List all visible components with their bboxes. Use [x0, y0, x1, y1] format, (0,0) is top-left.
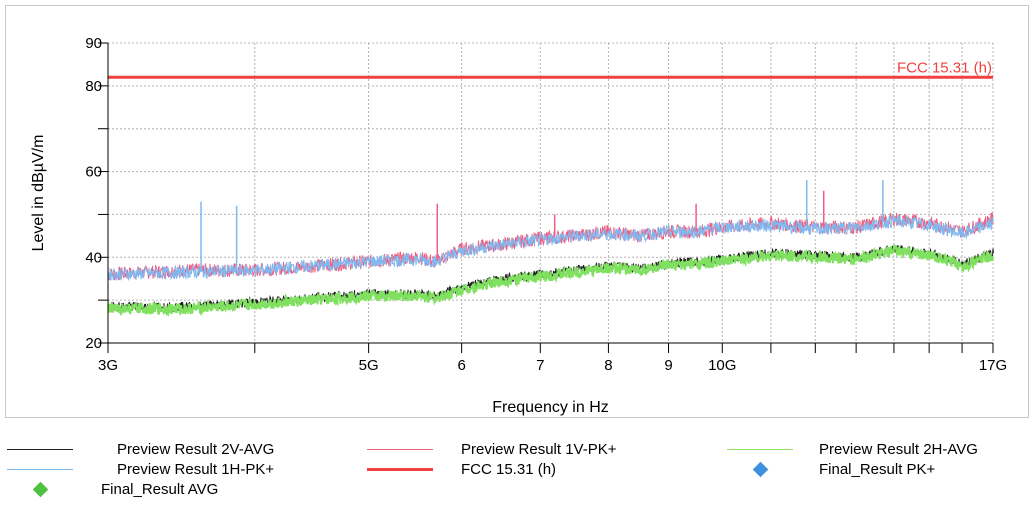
legend-swatch-fcc	[367, 468, 433, 471]
y-tick-label: 60	[85, 164, 102, 181]
x-tick-label: 9	[664, 357, 672, 374]
plot-area	[108, 43, 993, 343]
y-axis-title: Level in dBµV/m	[30, 135, 47, 252]
x-tick-label: 5G	[359, 357, 379, 374]
legend-label: Preview Result 1H-PK+	[117, 461, 275, 478]
x-axis-title: Frequency in Hz	[492, 399, 609, 416]
limit-line-label: FCC 15.31 (h)	[897, 59, 992, 76]
x-tick-label: 7	[536, 357, 544, 374]
y-tick-label: 90	[85, 35, 102, 52]
diamond-marker-icon	[752, 461, 769, 478]
legend-label: Preview Result 2H-AVG	[819, 441, 978, 458]
series-line-preview-result-1h-pk-	[107, 214, 994, 281]
x-tick-label: 10G	[708, 357, 736, 374]
x-tick-label: 8	[604, 357, 612, 374]
x-tick-label: 17G	[979, 357, 1007, 374]
diamond-marker-icon	[32, 481, 49, 498]
legend-item-2h-avg: Preview Result 2H-AVG	[727, 440, 1032, 460]
legend-swatch-2h-avg	[727, 449, 793, 450]
legend-swatch-1v-pk	[367, 449, 433, 450]
legend-item-1v-pk: Preview Result 1V-PK+	[367, 440, 727, 460]
legend-item-fcc: FCC 15.31 (h)	[367, 460, 727, 480]
legend-item-2v-avg: Preview Result 2V-AVG	[7, 440, 367, 460]
legend-item-final-pk: Final_Result PK+	[727, 460, 1032, 480]
legend-label: Preview Result 1V-PK+	[461, 441, 617, 458]
legend-swatch-2v-avg	[7, 449, 73, 450]
legend-swatch-1h-pk	[7, 469, 73, 470]
legend-label: Final_Result PK+	[819, 461, 936, 478]
chart-frame	[5, 5, 1029, 418]
legend-label: FCC 15.31 (h)	[461, 461, 557, 478]
legend-item-1h-pk: Preview Result 1H-PK+	[7, 460, 367, 480]
y-tick-label: 40	[85, 249, 102, 266]
series-line-preview-result-2h-avg	[107, 243, 994, 317]
legend-label: Final_Result AVG	[101, 481, 219, 498]
legend: Preview Result 2V-AVG Preview Result 1V-…	[0, 440, 1035, 510]
legend-item-final-avg: Final_Result AVG	[7, 480, 367, 500]
x-tick-label: 6	[457, 357, 465, 374]
legend-label: Preview Result 2V-AVG	[117, 441, 275, 458]
series-line-preview-result-1v-pk-	[107, 212, 994, 281]
y-tick-label: 20	[85, 335, 102, 352]
x-tick-label: 3G	[98, 357, 118, 374]
y-tick-label: 80	[85, 78, 102, 95]
emission-chart: FCC 15.31 (h) 20 40 60 80 90 3G 5G 6 7 8 9 10G 17G Fre…	[30, 35, 1007, 416]
